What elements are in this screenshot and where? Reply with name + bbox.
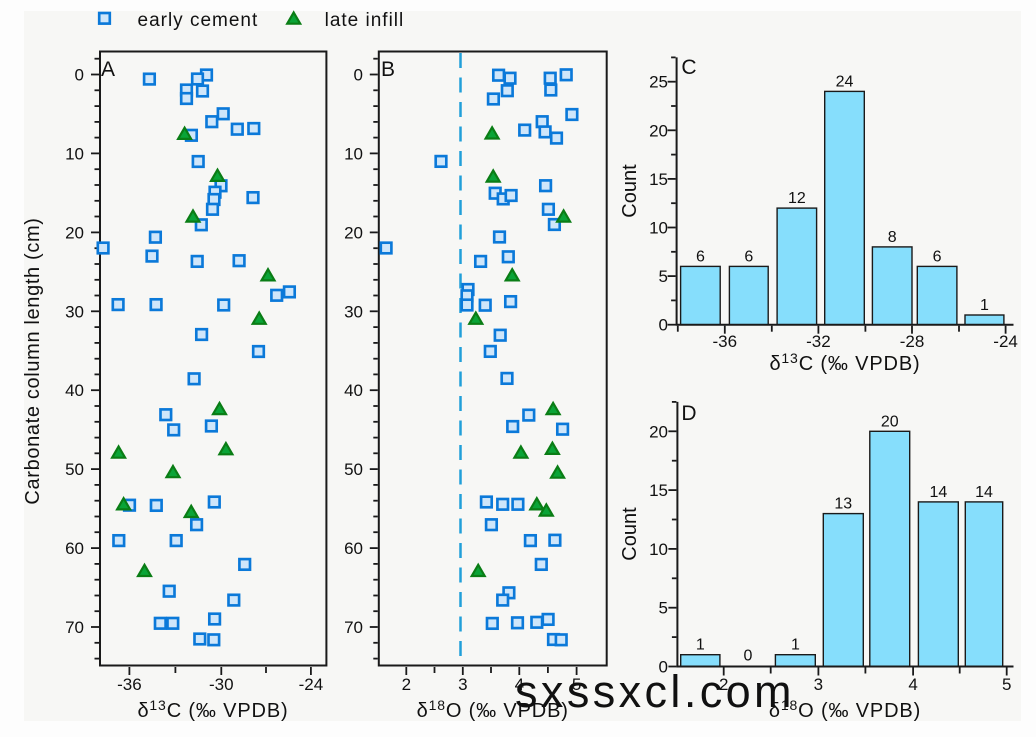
svg-text:50: 50 [344,460,363,479]
svg-text:4: 4 [515,675,524,694]
svg-text:20: 20 [65,223,84,242]
svg-text:20: 20 [344,223,363,242]
svg-text:Count: Count [619,164,641,218]
svg-text:δ18O (‰ VPDB): δ18O (‰ VPDB) [769,697,921,722]
svg-text:30: 30 [65,302,84,321]
svg-text:20: 20 [649,121,668,140]
svg-text:early cement: early cement [138,10,259,31]
svg-text:50: 50 [65,460,84,479]
svg-text:0: 0 [75,66,84,85]
svg-text:30: 30 [344,302,363,321]
svg-text:0: 0 [744,648,753,665]
svg-text:1: 1 [696,637,705,654]
svg-text:20: 20 [649,422,668,441]
svg-text:5: 5 [572,675,581,694]
svg-text:4: 4 [908,675,917,694]
svg-text:0: 0 [354,66,363,85]
svg-text:60: 60 [344,539,363,558]
svg-text:60: 60 [65,539,84,558]
svg-text:5: 5 [659,267,668,286]
svg-text:70: 70 [344,618,363,637]
svg-text:-24: -24 [299,675,324,694]
svg-text:-24: -24 [993,332,1018,351]
svg-text:24: 24 [836,73,854,90]
svg-text:13: 13 [834,496,852,513]
svg-text:A: A [101,58,115,81]
svg-text:12: 12 [788,190,806,207]
svg-text:sxssxcl.com: sxssxcl.com [515,666,795,717]
svg-text:6: 6 [696,248,705,265]
svg-text:δ18O (‰ VPDB): δ18O (‰ VPDB) [417,697,569,722]
svg-text:14: 14 [930,484,948,501]
svg-text:10: 10 [649,219,668,238]
svg-text:6: 6 [933,248,942,265]
svg-text:2: 2 [402,675,411,694]
svg-text:8: 8 [888,229,897,246]
svg-text:10: 10 [649,540,668,559]
svg-text:40: 40 [344,381,363,400]
svg-text:late infill: late infill [325,10,405,31]
svg-text:Carbonate column length (cm): Carbonate column length (cm) [22,217,44,504]
svg-text:-32: -32 [806,332,831,351]
svg-text:5: 5 [659,599,668,618]
svg-text:1: 1 [980,297,989,314]
svg-text:40: 40 [65,381,84,400]
svg-text:D: D [681,402,696,425]
svg-text:-28: -28 [900,332,925,351]
svg-text:10: 10 [65,144,84,163]
svg-text:70: 70 [65,618,84,637]
svg-text:C: C [681,56,696,79]
svg-text:3: 3 [458,675,467,694]
svg-text:3: 3 [814,675,823,694]
svg-text:15: 15 [649,481,668,500]
svg-text:1: 1 [791,637,800,654]
svg-text:-36: -36 [713,332,738,351]
svg-text:B: B [381,58,395,81]
svg-text:14: 14 [975,484,993,501]
svg-text:25: 25 [649,73,668,92]
svg-text:6: 6 [744,248,753,265]
svg-text:-30: -30 [209,675,234,694]
svg-text:5: 5 [1002,675,1011,694]
svg-text:-36: -36 [117,675,142,694]
svg-text:0: 0 [659,316,668,335]
svg-text:15: 15 [649,170,668,189]
svg-text:Count: Count [619,507,641,561]
svg-text:2: 2 [719,675,728,694]
svg-text:10: 10 [344,144,363,163]
svg-text:0: 0 [659,658,668,677]
svg-text:20: 20 [881,413,899,430]
